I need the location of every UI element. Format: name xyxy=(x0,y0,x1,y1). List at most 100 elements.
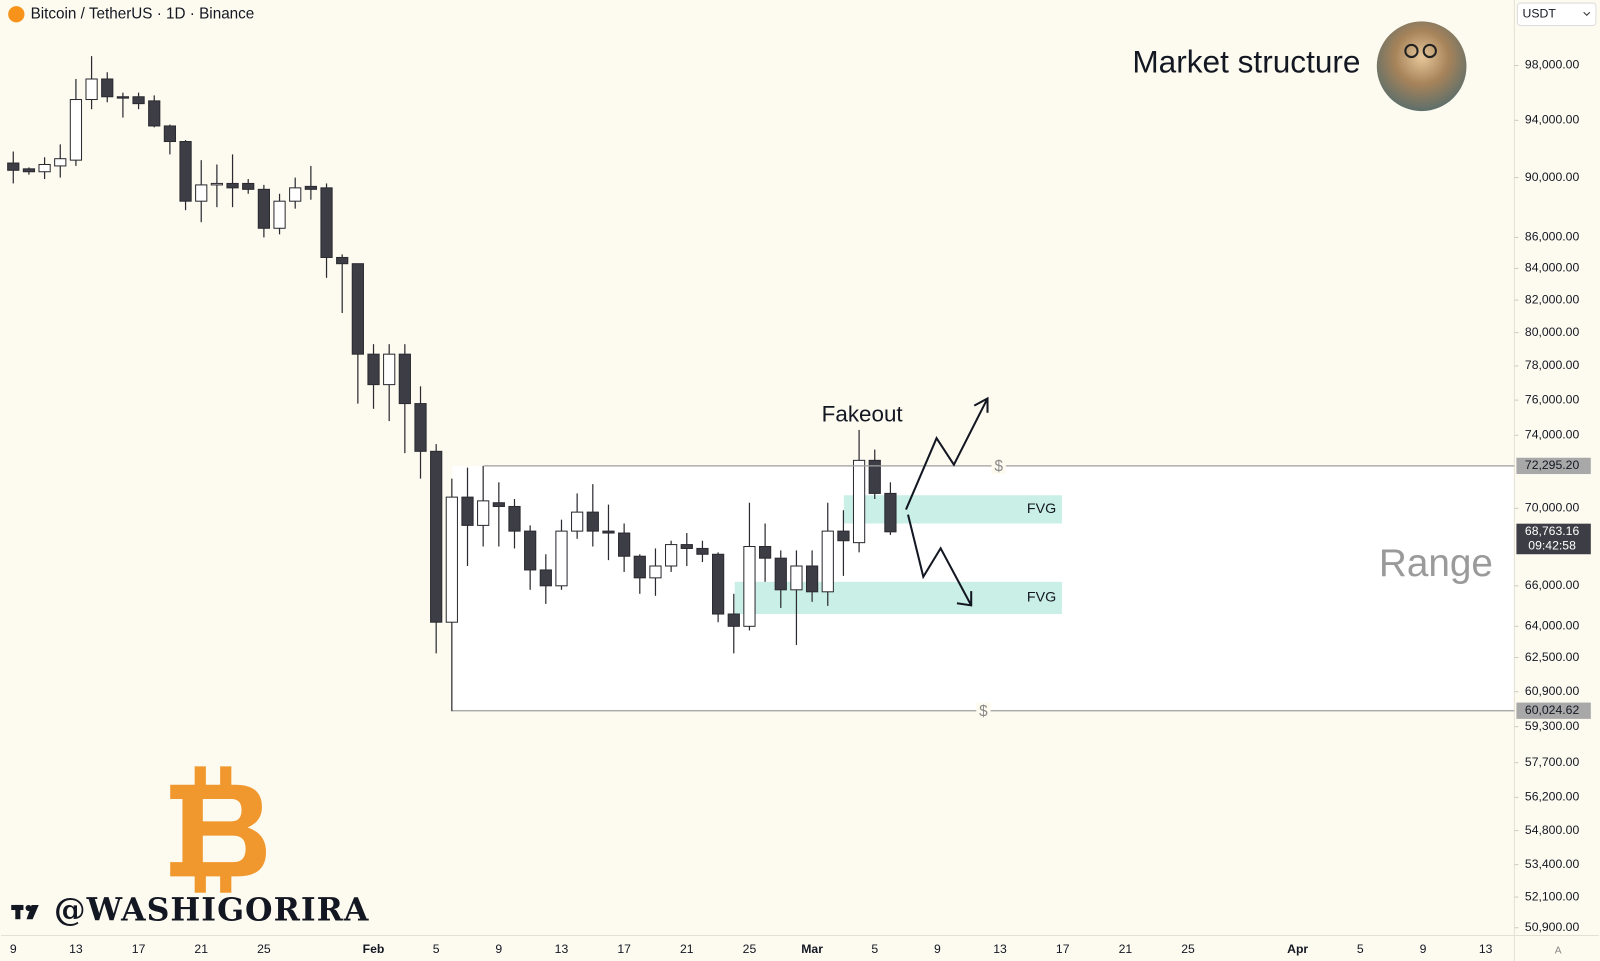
last-price-box xyxy=(1516,523,1591,555)
range-level-marker-bg xyxy=(976,702,991,719)
candle-body xyxy=(649,565,662,579)
candle-body xyxy=(179,141,192,202)
y-tick-label: 76,000.00 xyxy=(1525,392,1580,406)
range-level-marker: $ xyxy=(979,703,988,720)
y-tick-label: 98,000.00 xyxy=(1525,58,1580,72)
candle-body xyxy=(461,496,474,526)
x-tick-label: Feb xyxy=(363,942,385,956)
y-tick-label: 90,000.00 xyxy=(1525,170,1580,184)
candle-body xyxy=(868,459,881,494)
candle-body xyxy=(289,187,302,202)
candle-body xyxy=(680,544,693,549)
candle-body xyxy=(22,168,36,173)
y-tick-label: 59,300.00 xyxy=(1525,719,1580,733)
headline: Market structure xyxy=(1132,44,1360,80)
candle-body xyxy=(524,530,537,571)
avatar xyxy=(1376,21,1467,112)
candle-body xyxy=(163,125,177,143)
x-tick-label: Apr xyxy=(1287,942,1308,956)
candle-body xyxy=(148,100,161,127)
dropdown-caret xyxy=(1583,11,1591,17)
x-tick-label: 21 xyxy=(1119,942,1133,956)
candle-body xyxy=(336,256,349,265)
x-tick-label: 25 xyxy=(1181,942,1195,956)
y-tick-label: 86,000.00 xyxy=(1525,230,1580,244)
x-tick-label: 13 xyxy=(1479,942,1493,956)
y-tick-label: 52,100.00 xyxy=(1525,889,1580,903)
candle-body xyxy=(665,544,678,567)
currency-label[interactable]: USDT xyxy=(1523,7,1557,21)
x-tick-label: 9 xyxy=(10,942,17,956)
candle-body xyxy=(790,565,803,591)
coin-icon xyxy=(8,6,25,23)
auto-scale-label[interactable]: A xyxy=(1555,945,1562,956)
candle-body xyxy=(602,530,615,534)
price-label: 72,295.20 xyxy=(1525,458,1580,472)
candle-body xyxy=(633,555,646,579)
candle-body xyxy=(85,78,98,101)
y-tick-label: 56,200.00 xyxy=(1525,790,1580,804)
y-tick-label: 82,000.00 xyxy=(1525,292,1580,306)
candle-body xyxy=(821,530,834,593)
candle-body xyxy=(758,546,772,559)
x-tick-label: 21 xyxy=(680,942,694,956)
x-tick-label: 5 xyxy=(433,942,440,956)
candle-body xyxy=(273,200,286,229)
y-tick-label: 60,900.00 xyxy=(1525,684,1580,698)
range-label: Range xyxy=(1379,542,1493,585)
y-tick-label: 64,000.00 xyxy=(1525,619,1580,633)
fvg-zone xyxy=(843,495,1062,524)
candle-body xyxy=(414,403,427,452)
avatar-glasses xyxy=(1404,43,1419,59)
x-tick-label: 13 xyxy=(555,942,569,956)
candle-body xyxy=(54,158,67,167)
x-tick-label: Mar xyxy=(801,942,823,956)
candle-body xyxy=(805,565,819,593)
x-tick-label: 17 xyxy=(617,942,631,956)
y-tick-label: 66,000.00 xyxy=(1525,578,1580,592)
x-tick-label: 5 xyxy=(1357,942,1364,956)
candle-body xyxy=(555,530,568,587)
candle-body xyxy=(7,162,20,171)
x-tick-label: 17 xyxy=(132,942,146,956)
candle-body xyxy=(508,505,521,532)
candle-body xyxy=(743,546,756,627)
candle-body xyxy=(101,78,114,98)
x-tick-label: 9 xyxy=(495,942,502,956)
y-tick-label: 53,400.00 xyxy=(1525,857,1580,871)
x-tick-label: 13 xyxy=(69,942,83,956)
scenario-arrow-up xyxy=(905,396,989,510)
bitcoin-logo xyxy=(170,766,266,893)
x-tick-label: 13 xyxy=(993,942,1007,956)
y-tick-label: 70,000.00 xyxy=(1525,501,1580,515)
y-tick-label: 84,000.00 xyxy=(1525,261,1580,275)
candle-body xyxy=(774,557,787,591)
candle-body xyxy=(884,492,897,533)
candle-body xyxy=(69,98,83,161)
candle-body xyxy=(727,613,740,627)
candle-body xyxy=(398,353,411,405)
candle-body xyxy=(210,182,224,186)
last-price-label: 68,763.16 xyxy=(1525,524,1580,538)
candle-body xyxy=(116,96,130,99)
symbol-title: Bitcoin / TetherUS · 1D · Binance xyxy=(31,5,255,22)
tv-logo xyxy=(11,904,39,920)
y-tick-label: 78,000.00 xyxy=(1525,358,1580,372)
candle-body xyxy=(242,182,255,190)
candle-body xyxy=(383,353,396,386)
candle-body xyxy=(38,163,51,173)
candle-body xyxy=(618,532,631,557)
currency-select[interactable] xyxy=(1516,2,1597,26)
x-tick-label: 5 xyxy=(871,942,878,956)
y-tick-label: 74,000.00 xyxy=(1525,427,1580,441)
y-tick-label: 57,700.00 xyxy=(1525,755,1580,769)
candle-body xyxy=(837,530,850,542)
candle-body xyxy=(492,502,505,507)
candle-body xyxy=(304,185,317,190)
fakeout-label: Fakeout xyxy=(822,402,904,427)
price-label-box xyxy=(1516,457,1591,475)
y-tick-label: 94,000.00 xyxy=(1525,113,1580,127)
candle-body xyxy=(712,553,725,615)
candle-body xyxy=(367,353,380,386)
candle-body xyxy=(696,547,709,555)
